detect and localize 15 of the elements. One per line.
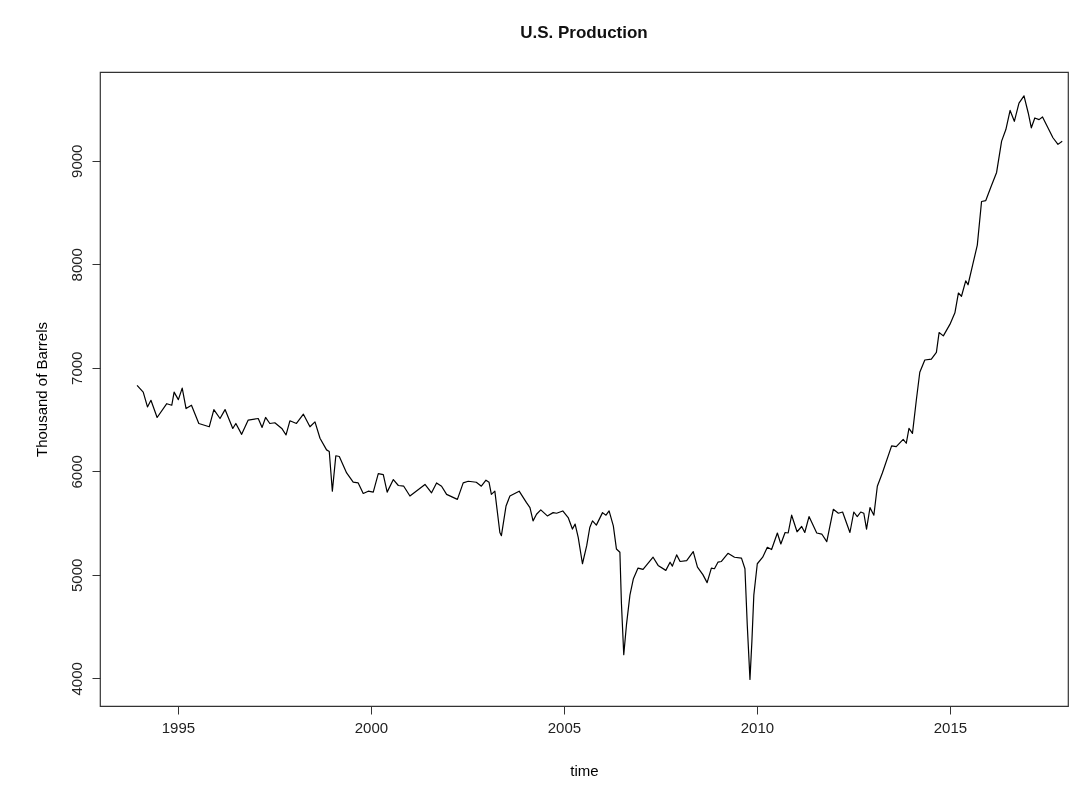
y-tick-label: 4000	[67, 662, 85, 696]
x-tick-label: 2005	[547, 718, 582, 736]
x-axis-title: time	[570, 761, 599, 779]
x-tick-label: 2000	[354, 718, 389, 736]
x-tick-label: 2010	[740, 718, 775, 736]
chart-title: U.S. Production	[520, 23, 648, 42]
y-axis-title: Thousand of Barrels	[32, 321, 50, 458]
y-tick-label: 9000	[67, 144, 85, 178]
y-tick-label: 7000	[67, 351, 85, 385]
x-tick-label: 2015	[933, 718, 968, 736]
line-series	[136, 95, 1063, 680]
y-tick-label: 6000	[67, 455, 85, 489]
y-tick-label: 8000	[67, 248, 85, 282]
y-tick-label: 5000	[67, 558, 85, 593]
x-tick-label: 1995	[161, 718, 196, 736]
